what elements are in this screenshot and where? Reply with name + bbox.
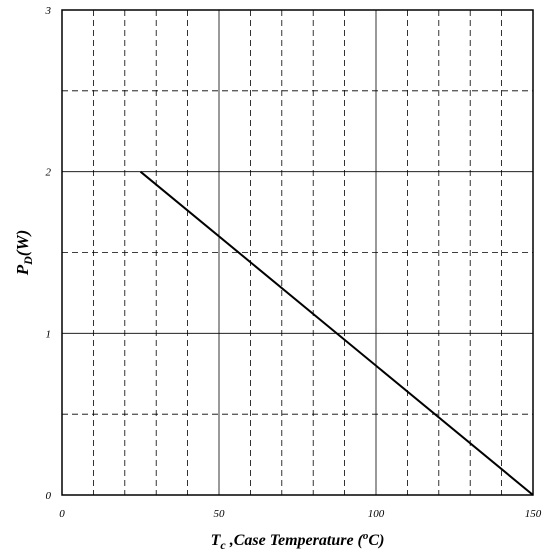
x-tick-labels: 0 50 100 150 [59,508,542,520]
plot-frame [61,9,534,496]
x-title-main: T [211,532,222,549]
x-title-sup: o [363,530,369,542]
y-title-rest: (W) [13,230,32,256]
x-title-sub: c [220,538,226,552]
y-tick-label: 1 [46,328,52,340]
minor-grid [62,10,533,495]
x-tick-label: 50 [214,508,226,520]
x-axis-title: Tc ,Case Temperature (oC) [211,530,385,552]
x-title-rest: ,Case Temperature ( [226,532,365,549]
x-tick-label: 0 [59,508,65,520]
y-tick-label: 3 [45,5,52,17]
y-title-main: P [13,264,32,276]
x-title-end: C) [368,532,384,549]
x-tick-label: 150 [525,508,542,520]
y-title-sub: D [21,256,35,266]
y-axis-title: PD(W) [13,230,35,277]
series-layer [139,170,534,496]
y-tick-label: 2 [46,167,52,179]
y-tick-label: 0 [46,490,52,502]
series-line-0 [139,170,534,496]
major-grid [62,10,533,495]
y-tick-labels: 0 1 2 3 [45,5,52,502]
x-tick-label: 100 [368,508,385,520]
